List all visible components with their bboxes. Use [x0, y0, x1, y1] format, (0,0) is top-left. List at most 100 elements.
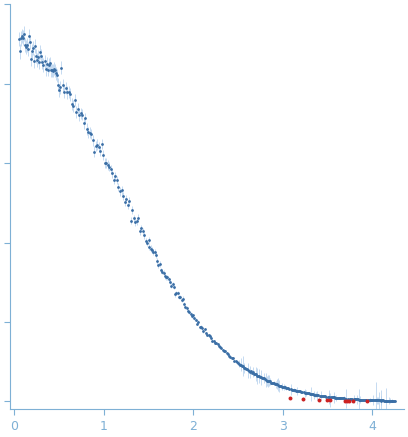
- Point: [200, 328, 207, 335]
- Point: [261, 375, 267, 382]
- Point: [64, 89, 71, 96]
- Point: [310, 391, 317, 398]
- Point: [290, 386, 297, 393]
- Point: [26, 32, 32, 39]
- Point: [100, 152, 107, 159]
- Point: [374, 397, 381, 404]
- Point: [51, 65, 57, 72]
- Point: [204, 331, 211, 338]
- Point: [302, 390, 309, 397]
- Point: [188, 313, 195, 320]
- Point: [380, 397, 386, 404]
- Point: [16, 48, 23, 55]
- Point: [251, 371, 257, 378]
- Point: [182, 304, 189, 311]
- Point: [115, 184, 122, 191]
- Point: [246, 368, 252, 375]
- Point: [58, 64, 64, 71]
- Point: [350, 396, 357, 403]
- Point: [359, 396, 366, 403]
- Point: [344, 397, 350, 404]
- Point: [209, 337, 216, 344]
- Point: [186, 309, 193, 316]
- Point: [73, 108, 80, 115]
- Point: [224, 351, 231, 358]
- Point: [346, 397, 352, 404]
- Point: [94, 141, 101, 148]
- Point: [132, 219, 138, 226]
- Point: [268, 379, 275, 386]
- Point: [190, 312, 196, 319]
- Point: [355, 396, 361, 403]
- Point: [70, 103, 77, 110]
- Point: [264, 377, 270, 384]
- Point: [38, 53, 45, 60]
- Point: [160, 269, 167, 276]
- Point: [315, 392, 321, 399]
- Point: [162, 273, 168, 280]
- Point: [250, 368, 256, 375]
- Point: [340, 395, 347, 402]
- Point: [282, 384, 288, 391]
- Point: [153, 251, 159, 258]
- Point: [172, 291, 178, 298]
- Point: [366, 396, 373, 403]
- Point: [106, 163, 113, 170]
- Point: [164, 274, 171, 281]
- Point: [212, 339, 218, 346]
- Point: [339, 395, 345, 402]
- Point: [286, 385, 292, 392]
- Point: [361, 396, 368, 403]
- Point: [84, 125, 90, 132]
- Point: [330, 394, 337, 401]
- Point: [283, 385, 289, 392]
- Point: [214, 340, 221, 347]
- Point: [76, 112, 83, 119]
- Point: [81, 120, 87, 127]
- Point: [88, 130, 95, 137]
- Point: [382, 397, 389, 404]
- Point: [181, 301, 187, 308]
- Point: [61, 88, 68, 95]
- Point: [259, 375, 266, 382]
- Point: [345, 395, 351, 402]
- Point: [377, 397, 383, 404]
- Point: [37, 49, 44, 56]
- Point: [335, 395, 342, 402]
- Point: [292, 387, 298, 394]
- Point: [105, 161, 111, 168]
- Point: [53, 70, 59, 77]
- Point: [149, 247, 155, 254]
- Point: [49, 67, 55, 74]
- Point: [91, 148, 98, 155]
- Point: [347, 395, 354, 402]
- Point: [364, 398, 370, 405]
- Point: [18, 35, 24, 42]
- Point: [97, 148, 104, 155]
- Point: [322, 393, 328, 400]
- Point: [205, 332, 212, 339]
- Point: [133, 218, 140, 225]
- Point: [293, 387, 300, 394]
- Point: [169, 281, 176, 288]
- Point: [257, 373, 263, 380]
- Point: [271, 379, 277, 386]
- Point: [154, 258, 160, 265]
- Point: [252, 371, 258, 378]
- Point: [354, 396, 360, 403]
- Point: [155, 262, 162, 269]
- Point: [138, 225, 144, 232]
- Point: [265, 378, 271, 385]
- Point: [20, 34, 26, 41]
- Point: [49, 67, 56, 74]
- Point: [151, 249, 158, 256]
- Point: [177, 293, 184, 300]
- Point: [236, 360, 242, 367]
- Point: [249, 369, 255, 376]
- Point: [262, 375, 268, 382]
- Point: [346, 395, 353, 402]
- Point: [27, 38, 33, 45]
- Point: [331, 394, 338, 401]
- Point: [130, 215, 137, 222]
- Point: [253, 371, 259, 378]
